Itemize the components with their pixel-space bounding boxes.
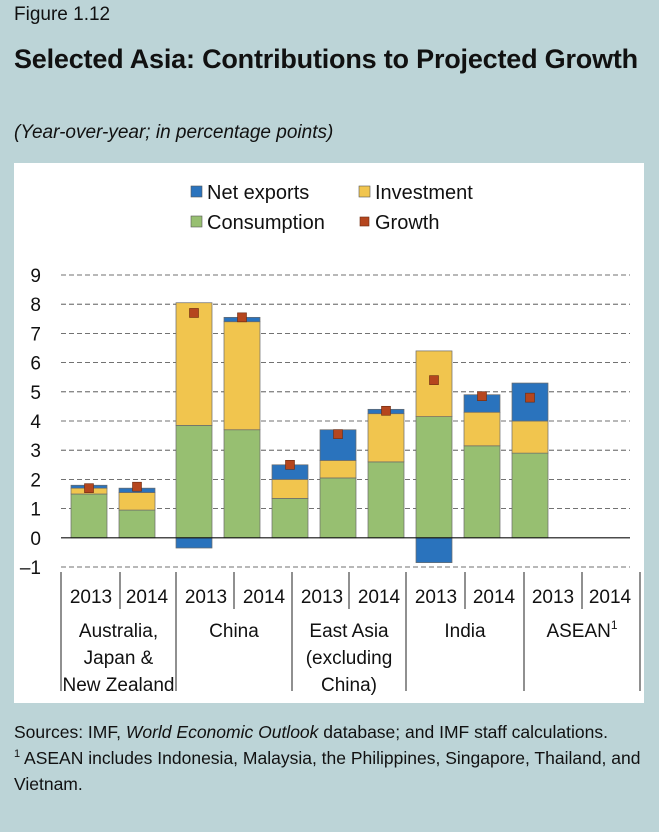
y-tick-label: 4: [30, 412, 41, 433]
group-label: Australia,: [79, 621, 158, 642]
group-label-superscript: 1: [611, 618, 618, 632]
bar-net-exports: [415, 537, 453, 563]
bar-consumption: [118, 509, 156, 539]
chart-panel: 9 8 7 6 5 4 3 2 1 0 –1 Net exports Investment Consump…: [14, 163, 644, 703]
bar-investment: [463, 411, 501, 447]
chart-subtitle: (Year-over-year; in percentage points): [14, 122, 334, 143]
y-tick-label: 6: [30, 354, 41, 375]
bar-consumption: [367, 461, 405, 539]
year-label: 2013: [301, 587, 343, 608]
bar-consumption: [511, 452, 549, 539]
legend-swatch-growth: [359, 216, 370, 227]
chart-svg: 9 8 7 6 5 4 3 2 1 0 –1 Net exports Investment Consump…: [20, 182, 641, 696]
growth-marker: [84, 483, 94, 493]
legend-label-investment: Investment: [375, 182, 473, 204]
bar-consumption: [319, 477, 357, 539]
growth-marker: [477, 391, 487, 401]
chart-title: Selected Asia: Contributions to Projecte…: [14, 44, 638, 74]
group-label: East Asia: [309, 621, 389, 642]
y-tick-label: 7: [30, 324, 41, 345]
sources-note: Sources: IMF, World Economic Outlook dat…: [14, 719, 644, 745]
growth-marker: [333, 429, 343, 439]
legend-label-net_exports: Net exports: [207, 182, 309, 204]
bar-net-exports: [175, 537, 213, 549]
bar-consumption: [223, 429, 261, 539]
sources-prefix: Sources: IMF,: [14, 722, 126, 742]
year-label: 2014: [243, 587, 286, 608]
group-label: New Zealand: [63, 675, 175, 696]
bar-investment: [319, 460, 357, 479]
group-label: China): [321, 675, 377, 696]
growth-marker: [525, 392, 535, 403]
year-label: 2014: [358, 587, 401, 608]
year-label: 2014: [473, 587, 516, 608]
footnotes: Sources: IMF, World Economic Outlook dat…: [14, 719, 644, 797]
bar-investment: [511, 420, 549, 454]
y-tick-label: 8: [30, 295, 41, 316]
growth-marker: [189, 308, 199, 318]
bar-investment: [175, 302, 213, 426]
note-marker: 1: [14, 748, 21, 761]
asean-note: 1 ASEAN includes Indonesia, Malaysia, th…: [14, 745, 644, 797]
group-label: (excluding: [306, 648, 393, 669]
group-label: India: [444, 621, 486, 642]
year-label: 2014: [589, 587, 632, 608]
asean-note-text: ASEAN includes Indonesia, Malaysia, the …: [14, 748, 641, 794]
bar-investment: [367, 413, 405, 463]
figure-label: Figure 1.12: [14, 4, 111, 25]
growth-marker: [285, 459, 295, 470]
year-label: 2014: [126, 587, 169, 608]
legend-swatch-consumption: [190, 215, 203, 228]
year-label: 2013: [532, 587, 574, 608]
growth-marker: [429, 375, 439, 385]
y-tick-label: 9: [30, 266, 41, 287]
legend-label-growth: Growth: [375, 212, 439, 234]
bar-investment: [271, 479, 309, 499]
group-label: ASEAN1: [546, 618, 617, 642]
bar-consumption: [175, 425, 213, 539]
y-tick-label: 2: [30, 470, 41, 491]
group-label: China: [209, 621, 259, 642]
bar-consumption: [415, 416, 453, 539]
legend-swatch-investment: [358, 185, 371, 198]
bar-consumption: [70, 493, 108, 539]
legend-label-consumption: Consumption: [207, 212, 325, 234]
bar-consumption: [463, 445, 501, 539]
sources-suffix: database; and IMF staff calculations.: [318, 722, 608, 742]
year-label: 2013: [70, 587, 112, 608]
growth-marker: [381, 405, 391, 416]
y-tick-label: 0: [30, 529, 41, 550]
growth-marker: [132, 481, 142, 492]
bar-investment: [223, 321, 261, 431]
y-tick-label: 3: [30, 441, 41, 462]
y-tick-label: –1: [20, 558, 41, 579]
year-label: 2013: [185, 587, 227, 608]
y-tick-label: 1: [30, 500, 41, 521]
group-label: Japan &: [84, 648, 154, 669]
growth-marker: [237, 312, 247, 323]
legend-swatch-net_exports: [190, 185, 203, 198]
y-tick-label: 5: [30, 383, 41, 404]
year-label: 2013: [415, 587, 457, 608]
bar-consumption: [271, 498, 309, 539]
sources-italic: World Economic Outlook: [125, 722, 319, 742]
bar-investment: [118, 492, 156, 511]
